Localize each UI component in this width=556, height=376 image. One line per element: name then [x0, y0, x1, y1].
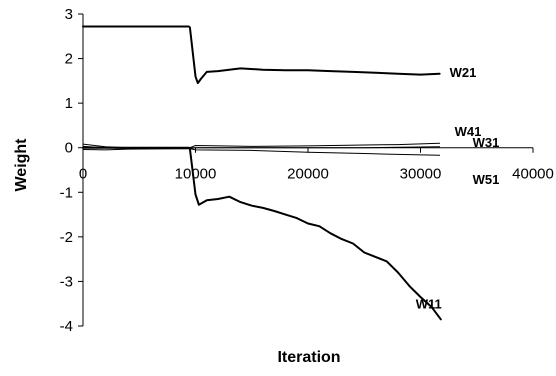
x-tick-label: 0 [79, 166, 87, 183]
series-label-w11: W11 [416, 297, 442, 312]
y-tick-label: -2 [60, 229, 73, 246]
x-tick-label: 20000 [287, 166, 329, 183]
y-tick-label: 3 [65, 6, 73, 23]
series-label-w41: W41 [455, 124, 482, 139]
y-tick-label: 1 [65, 95, 73, 112]
series-label-w51: W51 [473, 172, 500, 187]
y-tick-label: -3 [60, 273, 73, 290]
x-tick-label: 30000 [400, 166, 442, 183]
y-tick-label: 0 [65, 140, 73, 157]
y-axis-title: Weight [13, 138, 30, 192]
series-line-w11 [82, 146, 442, 321]
series-label-w21: W21 [450, 65, 477, 80]
series-line-w21 [82, 25, 441, 85]
y-tick-label: 2 [65, 51, 73, 68]
y-tick-label: -4 [60, 318, 73, 335]
series-label-w31: W31 [473, 135, 500, 150]
y-tick-label: -1 [60, 184, 73, 201]
x-axis-title: Iteration [277, 349, 340, 366]
x-tick-label: 40000 [512, 166, 554, 183]
x-tick-label: 10000 [175, 166, 217, 183]
series-line-w51 [82, 148, 441, 156]
